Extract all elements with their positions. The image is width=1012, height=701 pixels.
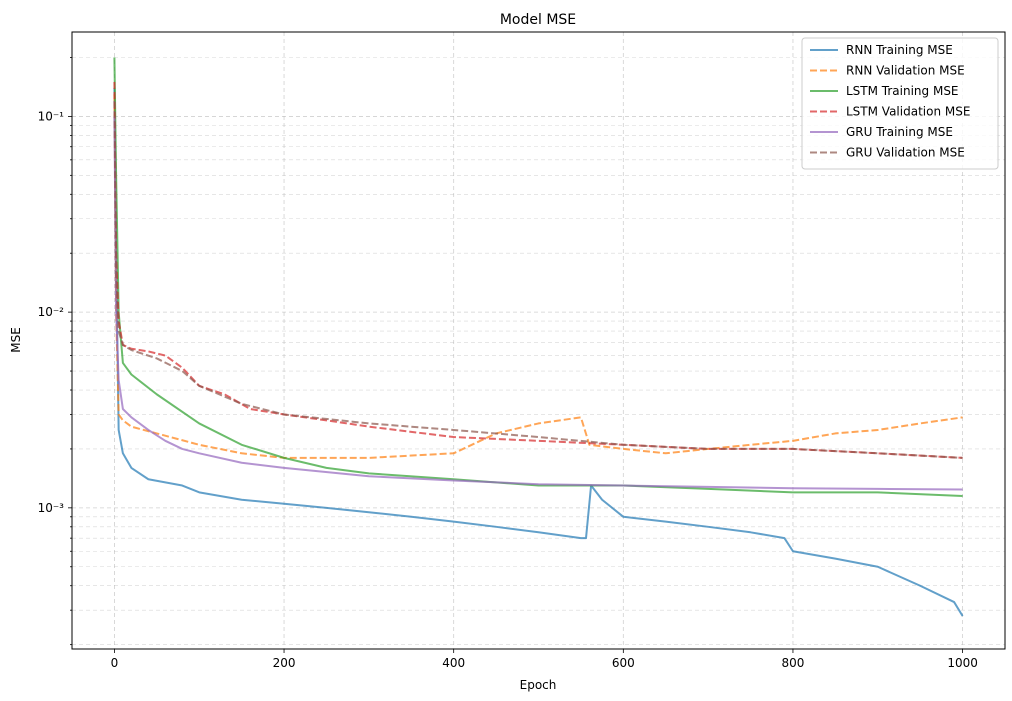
y-axis-label: MSE [9,327,23,353]
series-line-4 [113,116,963,491]
legend-box [801,37,999,170]
y-tick-label: 10⁻³ [38,501,65,515]
legend-label: LSTM Validation MSE [846,105,970,119]
plot-frame [71,31,1006,650]
legend-label: LSTM Training MSE [846,84,959,98]
x-axis-label: Epoch [520,678,557,692]
legend-label: GRU Validation MSE [846,146,965,160]
series-line-3 [113,81,963,459]
x-tick-label: 200 [273,656,296,670]
series-line-2 [113,57,963,497]
x-tick-label: 1000 [947,656,978,670]
legend-label: RNN Training MSE [846,43,953,57]
legend-label: RNN Validation MSE [846,64,965,78]
x-tick-label: 400 [442,656,465,670]
series-group [113,57,964,617]
ticks: 0 200 400 600 800 1000 10⁻³ 10⁻² 10⁻¹ [38,57,978,670]
series-line-1 [113,94,963,459]
y-tick-label: 10⁻² [38,305,65,319]
x-tick-label: 600 [612,656,635,670]
chart-title: Model MSE [500,12,576,28]
y-tick-label: 10⁻¹ [38,109,65,123]
series-line-5 [113,100,963,459]
legend-label: GRU Training MSE [846,125,953,139]
x-tick-label: 800 [782,656,805,670]
legend: RNN Training MSE RNN Validation MSE LSTM T… [801,37,999,170]
series-line-0 [113,87,964,617]
x-tick-label: 0 [111,656,119,670]
